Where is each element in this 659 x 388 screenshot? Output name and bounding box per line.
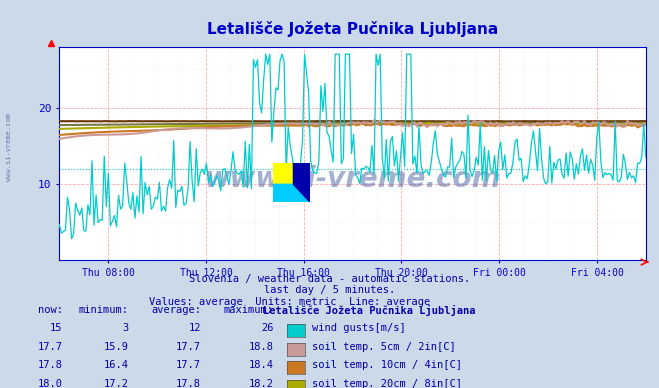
- Text: 17.2: 17.2: [103, 379, 129, 388]
- Text: 17.8: 17.8: [38, 360, 63, 371]
- Text: 18.8: 18.8: [248, 342, 273, 352]
- Text: soil temp. 5cm / 2in[C]: soil temp. 5cm / 2in[C]: [312, 342, 455, 352]
- Text: soil temp. 10cm / 4in[C]: soil temp. 10cm / 4in[C]: [312, 360, 462, 371]
- Text: soil temp. 20cm / 8in[C]: soil temp. 20cm / 8in[C]: [312, 379, 462, 388]
- Text: 16.4: 16.4: [103, 360, 129, 371]
- Text: last day / 5 minutes.: last day / 5 minutes.: [264, 285, 395, 295]
- Text: 3: 3: [123, 323, 129, 333]
- Text: Slovenia / weather data - automatic stations.: Slovenia / weather data - automatic stat…: [189, 274, 470, 284]
- Text: 17.8: 17.8: [176, 379, 201, 388]
- Text: 18.0: 18.0: [38, 379, 63, 388]
- Polygon shape: [293, 163, 310, 202]
- Text: www.si-vreme.com: www.si-vreme.com: [204, 165, 501, 193]
- Text: 17.7: 17.7: [38, 342, 63, 352]
- Text: 15.9: 15.9: [103, 342, 129, 352]
- Text: www.si-vreme.com: www.si-vreme.com: [5, 113, 12, 182]
- Text: 18.4: 18.4: [248, 360, 273, 371]
- Text: wind gusts[m/s]: wind gusts[m/s]: [312, 323, 405, 333]
- Polygon shape: [273, 163, 293, 184]
- Text: Letališče Jožeta Pučnika Ljubljana: Letališče Jožeta Pučnika Ljubljana: [263, 305, 475, 315]
- Text: minimum:: minimum:: [78, 305, 129, 315]
- Text: 17.7: 17.7: [176, 360, 201, 371]
- Text: 26: 26: [261, 323, 273, 333]
- Text: Letališče Jožeta Pučnika Ljubljana: Letališče Jožeta Pučnika Ljubljana: [207, 21, 498, 37]
- Polygon shape: [273, 184, 310, 202]
- Text: 12: 12: [188, 323, 201, 333]
- Text: 15: 15: [50, 323, 63, 333]
- Text: 18.2: 18.2: [248, 379, 273, 388]
- Text: now:: now:: [38, 305, 63, 315]
- Text: Values: average  Units: metric  Line: average: Values: average Units: metric Line: aver…: [150, 297, 430, 307]
- Text: 17.7: 17.7: [176, 342, 201, 352]
- Text: average:: average:: [151, 305, 201, 315]
- Text: maximum:: maximum:: [223, 305, 273, 315]
